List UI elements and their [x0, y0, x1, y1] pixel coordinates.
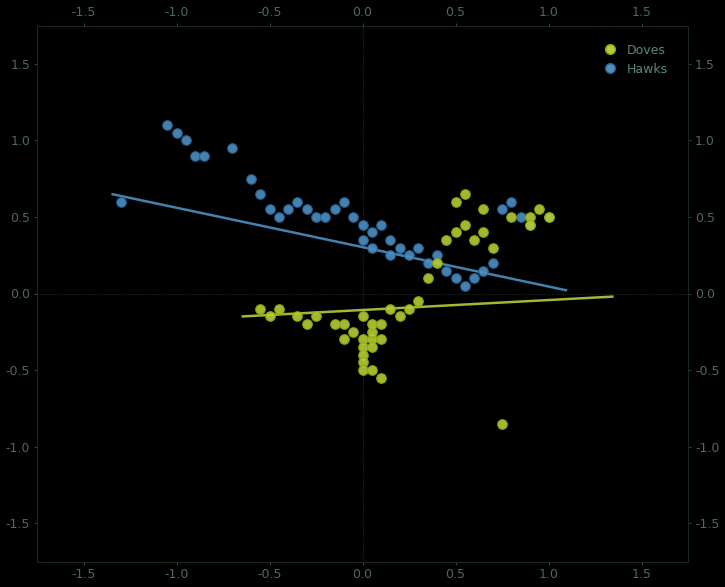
Point [534, 205, 545, 214]
Point [459, 220, 471, 230]
Point [301, 319, 312, 329]
Point [366, 335, 378, 344]
Point [310, 312, 322, 321]
Point [376, 319, 387, 329]
Point [376, 335, 387, 344]
Point [468, 274, 480, 283]
Point [478, 266, 489, 275]
Point [450, 228, 461, 237]
Point [189, 151, 201, 160]
Point [264, 205, 276, 214]
Point [338, 335, 349, 344]
Point [357, 357, 368, 367]
Point [543, 212, 555, 222]
Point [413, 243, 424, 252]
Point [366, 327, 378, 336]
Point [291, 312, 303, 321]
Point [254, 304, 266, 313]
Point [357, 235, 368, 245]
Point [459, 281, 471, 291]
Point [515, 212, 526, 222]
Legend: Doves, Hawks: Doves, Hawks [593, 40, 672, 80]
Point [291, 197, 303, 206]
Point [496, 205, 507, 214]
Point [524, 220, 536, 230]
Point [366, 365, 378, 375]
Point [478, 205, 489, 214]
Point [366, 342, 378, 352]
Point [403, 251, 415, 260]
Point [376, 373, 387, 382]
Point [440, 266, 452, 275]
Point [329, 205, 341, 214]
Point [357, 335, 368, 344]
Point [357, 350, 368, 359]
Point [357, 365, 368, 375]
Point [505, 212, 517, 222]
Point [347, 327, 359, 336]
Point [376, 220, 387, 230]
Point [431, 251, 443, 260]
Point [413, 296, 424, 306]
Point [384, 251, 396, 260]
Point [366, 319, 378, 329]
Point [543, 212, 555, 222]
Point [478, 228, 489, 237]
Point [440, 235, 452, 245]
Point [338, 319, 349, 329]
Point [329, 319, 341, 329]
Point [245, 174, 257, 183]
Point [366, 228, 378, 237]
Point [310, 212, 322, 222]
Point [273, 304, 285, 313]
Point [347, 212, 359, 222]
Point [422, 274, 434, 283]
Point [180, 136, 191, 145]
Point [282, 205, 294, 214]
Point [264, 312, 276, 321]
Point [403, 304, 415, 313]
Point [199, 151, 210, 160]
Point [524, 220, 536, 230]
Point [254, 189, 266, 198]
Point [162, 120, 173, 130]
Point [273, 212, 285, 222]
Point [384, 235, 396, 245]
Point [450, 274, 461, 283]
Point [338, 197, 349, 206]
Point [320, 212, 331, 222]
Point [170, 128, 182, 137]
Point [487, 243, 499, 252]
Point [394, 243, 405, 252]
Point [357, 342, 368, 352]
Point [394, 312, 405, 321]
Point [384, 304, 396, 313]
Point [301, 205, 312, 214]
Point [505, 197, 517, 206]
Point [366, 243, 378, 252]
Point [524, 212, 536, 222]
Point [468, 235, 480, 245]
Point [496, 419, 507, 429]
Point [487, 258, 499, 268]
Point [357, 220, 368, 230]
Point [226, 143, 238, 153]
Point [450, 197, 461, 206]
Point [115, 197, 126, 206]
Point [422, 258, 434, 268]
Point [357, 312, 368, 321]
Point [459, 189, 471, 198]
Point [431, 258, 443, 268]
